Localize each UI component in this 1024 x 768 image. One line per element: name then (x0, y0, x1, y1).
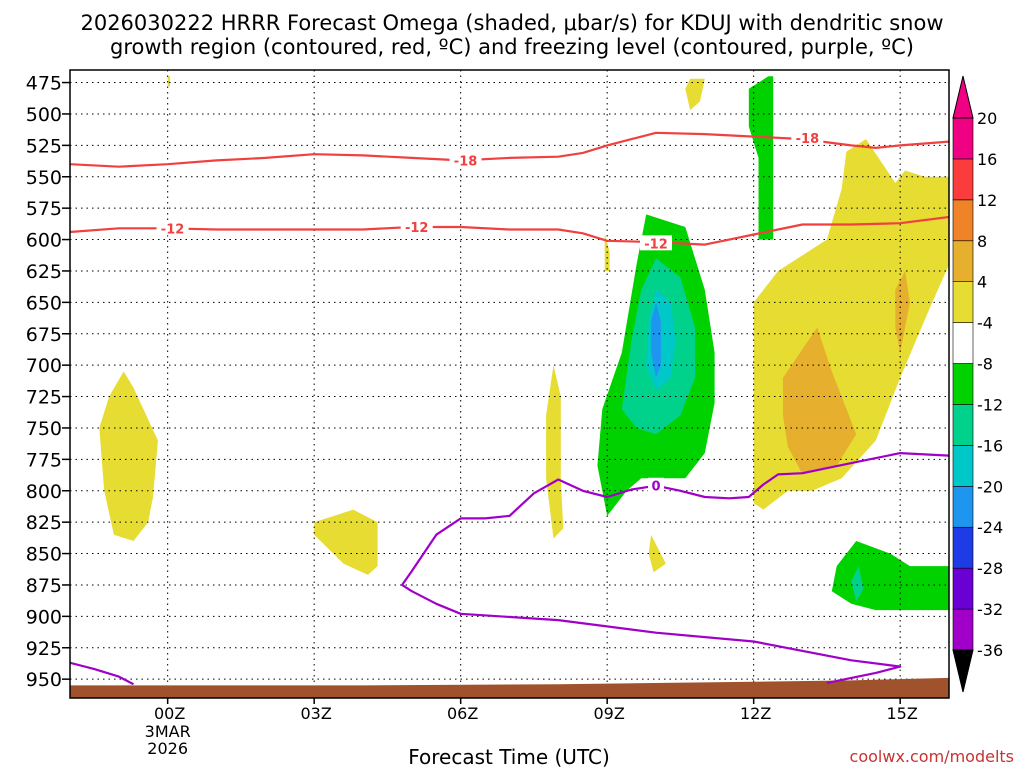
colorbar: -36 -32 -28 -24 -20 -16 -12 -8 -4 4 8 12 16 20 (952, 75, 1003, 693)
colorbar-label--32: -32 (977, 600, 1003, 619)
y-tick-label-725: 725 (26, 387, 62, 409)
contour-line-0-2 (70, 661, 135, 686)
colorbar-label-12: 12 (977, 191, 997, 210)
y-tick-label-825: 825 (26, 512, 62, 534)
colorbar-label-20: 20 (977, 109, 997, 128)
y-tick-label-600: 600 (26, 230, 62, 252)
colorbar-segment--24 (952, 486, 974, 528)
contour-line--18-0 (70, 131, 949, 168)
contour-label-bg (640, 235, 672, 251)
colorbar-label--8: -8 (977, 355, 993, 374)
contour-label--18: -18 (796, 132, 820, 147)
colorbar-label--28: -28 (977, 559, 1003, 578)
y-tick-label-675: 675 (26, 324, 62, 346)
omega-region-8 (783, 327, 857, 475)
omega-region-3 (546, 365, 564, 539)
colorbar-label-4: 4 (977, 273, 987, 292)
y-tick-label-900: 900 (26, 606, 62, 628)
contour-line--12-1 (70, 215, 949, 246)
y-tick-label-625: 625 (26, 261, 62, 283)
x-tick-label-03Z: 03Z (301, 704, 332, 723)
x-tick-label-00Z: 00Z (154, 704, 185, 723)
omega-region-9 (895, 271, 910, 353)
colorbar-label--12: -12 (977, 395, 1003, 414)
y-tick-label-950: 950 (26, 669, 62, 691)
y-tick-label-750: 750 (26, 418, 62, 440)
contour-layer: -18 -18 -12 -12 -12 0 (70, 129, 949, 686)
contour-line-0-3 (401, 452, 949, 684)
terrain-layer (70, 677, 949, 698)
x-tick-label-15Z: 15Z (887, 704, 918, 723)
contour-label-bg (449, 152, 482, 168)
colorbar-segment--8 (952, 322, 974, 364)
x-tick-label-09Z: 09Z (594, 704, 625, 723)
x-tick-sublabel: 3MAR (145, 722, 191, 741)
colorbar-label-8: 8 (977, 232, 987, 251)
colorbar-label-16: 16 (977, 150, 997, 169)
omega-region-1 (167, 76, 171, 87)
contour-label--12: -12 (644, 237, 668, 252)
plot-frame (69, 69, 950, 699)
colorbar-min-arrow (952, 649, 974, 693)
x-tick-sublabel: 2026 (147, 739, 188, 758)
y-tick-label-500: 500 (26, 104, 62, 126)
colorbar-segment--36 (952, 608, 974, 651)
contour-label--12: -12 (161, 222, 185, 237)
contour-label--18: -18 (454, 154, 478, 169)
colorbar-segment--16 (952, 404, 974, 446)
y-tick-label-800: 800 (26, 481, 62, 503)
colorbar-segment--28 (952, 526, 974, 569)
contour-label--12: -12 (405, 221, 429, 236)
colorbar-label--36: -36 (977, 641, 1003, 660)
contour-label-bg (400, 219, 433, 234)
y-tick-label-650: 650 (26, 292, 62, 314)
y-tick-label-850: 850 (26, 544, 62, 566)
y-tick-label-925: 925 (26, 638, 62, 660)
colorbar-segment--20 (952, 445, 974, 487)
y-tick-label-550: 550 (26, 167, 62, 189)
colorbar-segment-8 (952, 199, 974, 242)
colorbar-label--20: -20 (977, 477, 1003, 496)
omega-region-2 (314, 509, 378, 575)
contour-label-bg (156, 220, 189, 236)
omega-region-6 (685, 78, 705, 111)
y-tick-label-700: 700 (26, 355, 62, 377)
omega-shaded-layer (99, 76, 949, 611)
watermark: coolwx.com/modelts (850, 747, 1014, 766)
y-axis: 475 500 525 550 575 600 625 650 675 700 725 750 775 8… (26, 73, 70, 691)
colorbar-segment-16 (952, 117, 974, 160)
omega-region-14 (651, 302, 661, 378)
y-tick-label-525: 525 (26, 135, 62, 157)
omega-region-10 (748, 76, 774, 240)
omega-region-5 (648, 534, 666, 573)
contour-label-bg (791, 129, 824, 145)
colorbar-segment--4 (952, 281, 974, 323)
colorbar-segment-4 (952, 240, 974, 282)
terrain-ground (70, 677, 949, 698)
x-tick-label-06Z: 06Z (447, 704, 478, 723)
colorbar-segment-12 (952, 158, 974, 201)
omega-region-16 (851, 566, 864, 602)
x-tick-label-12Z: 12Z (740, 704, 771, 723)
grid-layer (70, 70, 949, 698)
contour-label-0: 0 (651, 480, 660, 495)
y-tick-label-775: 775 (26, 449, 62, 471)
colorbar-max-arrow (952, 75, 974, 119)
chart-title-line2: growth region (contoured, red, ºC) and f… (110, 35, 914, 59)
colorbar-segment--12 (952, 363, 974, 405)
colorbar-segment--32 (952, 567, 974, 610)
colorbar-label--24: -24 (977, 518, 1003, 537)
y-tick-label-475: 475 (26, 73, 62, 95)
colorbar-label--16: -16 (977, 436, 1003, 455)
contour-label-bg (648, 477, 664, 493)
chart-title-line1: 2026030222 HRRR Forecast Omega (shaded, … (80, 11, 943, 35)
omega-region-0 (99, 371, 158, 541)
y-tick-label-575: 575 (26, 198, 62, 220)
colorbar-label--4: -4 (977, 314, 993, 333)
x-axis-label: Forecast Time (UTC) (408, 745, 610, 768)
y-tick-label-875: 875 (26, 575, 62, 597)
plot-area: -18 -18 -12 -12 -12 0 (69, 69, 950, 699)
